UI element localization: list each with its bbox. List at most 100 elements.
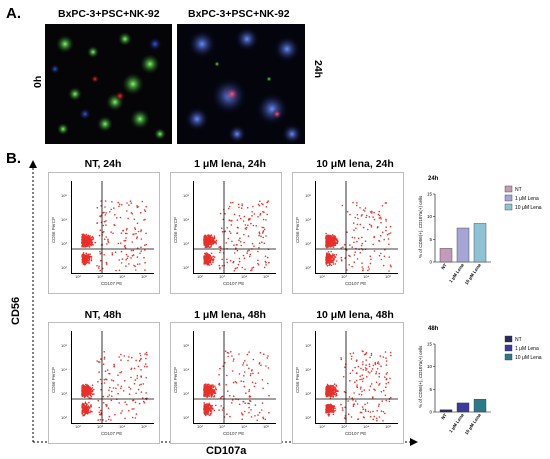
event-dot [249,395,252,398]
event-dot [325,411,328,414]
event-dot [221,265,224,267]
event-dot [332,395,335,398]
bar-charts: 24h 0 5 10 15 % of CD56(+), CD107a(+) cells NT… [418,176,542,436]
event-dot [258,232,261,235]
event-dot [241,203,243,205]
event-dot [365,214,368,217]
event-dot [262,218,265,221]
event-dot [112,387,115,389]
flow-plot-y-label: CD56 PerCP [51,366,56,393]
event-dot [327,251,330,253]
event-dot [207,254,210,256]
event-dot [113,363,115,366]
event-dot [218,382,221,385]
flow-dot-scatter [72,331,154,423]
event-dot [104,370,107,372]
event-dot [204,413,207,416]
flow-plot-y-tick: 10³ [61,241,67,246]
event-dot [349,255,351,258]
event-dot [380,391,383,393]
event-dot [136,205,138,207]
event-dot [232,395,235,397]
event-dot [362,209,365,211]
event-dot [209,388,212,390]
event-dot [88,394,90,396]
event-dot [212,240,215,242]
event-dot [365,364,367,366]
event-dot [384,412,386,415]
event-dot [344,257,346,259]
event-dot [327,393,329,395]
event-dot [386,233,389,236]
event-dot [124,401,126,403]
event-dot [336,240,339,242]
event-dot [139,358,142,361]
event-dot [211,388,213,391]
event-dot [265,261,267,264]
event-dot [88,401,90,404]
event-dot [206,237,208,240]
event-dot [88,237,91,240]
event-dot [349,244,351,246]
event-dot [210,234,212,237]
event-dot [144,244,146,246]
bar [439,409,453,413]
event-dot [114,224,116,227]
event-dot [242,254,245,257]
event-dot [118,203,121,206]
flow-plot-y-label: CD56 PerCP [173,366,178,393]
panel-a-letter: A. [6,5,21,22]
event-dot [133,382,136,385]
event-dot [205,385,208,387]
event-dot [252,266,255,269]
event-dot [330,407,332,410]
event-dot [209,242,211,244]
event-dot [382,389,385,392]
event-dot [238,215,241,217]
event-dot [88,411,90,413]
event-dot [137,206,139,208]
flow-plot-area [71,181,154,274]
event-dot [389,232,392,234]
event-dot [81,393,83,396]
global-x-axis-arrow [410,438,418,446]
event-dot [353,237,356,239]
event-dot [263,353,265,355]
event-dot [84,255,86,257]
event-dot [326,253,328,255]
event-dot [378,363,380,365]
event-dot [370,383,373,385]
event-dot [206,390,209,392]
event-dot [361,390,363,393]
event-dot [238,353,240,355]
event-dot [129,388,132,390]
event-dot [81,410,84,413]
event-dot [262,236,264,239]
event-dot [265,206,268,208]
event-dot [327,239,329,242]
event-dot [215,243,217,245]
event-dot [230,232,232,234]
event-dot [335,260,338,262]
event-dot [361,350,364,352]
event-dot [233,213,236,216]
flow-plot-x-tick: 10² [75,274,81,279]
event-dot [385,386,387,388]
event-dot [232,261,234,264]
event-dot [83,396,86,398]
event-dot [142,400,145,403]
event-dot [115,269,117,272]
event-dot [238,257,241,260]
event-dot [258,246,260,249]
event-dot [230,201,232,204]
event-dot [242,362,245,364]
flow-plot-area [315,331,398,424]
flow-plot-y-tick: 10³ [61,391,67,396]
event-dot [356,258,359,260]
bar-y-tick-label: 15 [427,192,433,197]
event-dot [207,240,209,243]
event-dot [98,411,101,414]
event-dot [353,254,356,256]
event-dot [135,359,137,362]
event-dot [375,371,378,373]
